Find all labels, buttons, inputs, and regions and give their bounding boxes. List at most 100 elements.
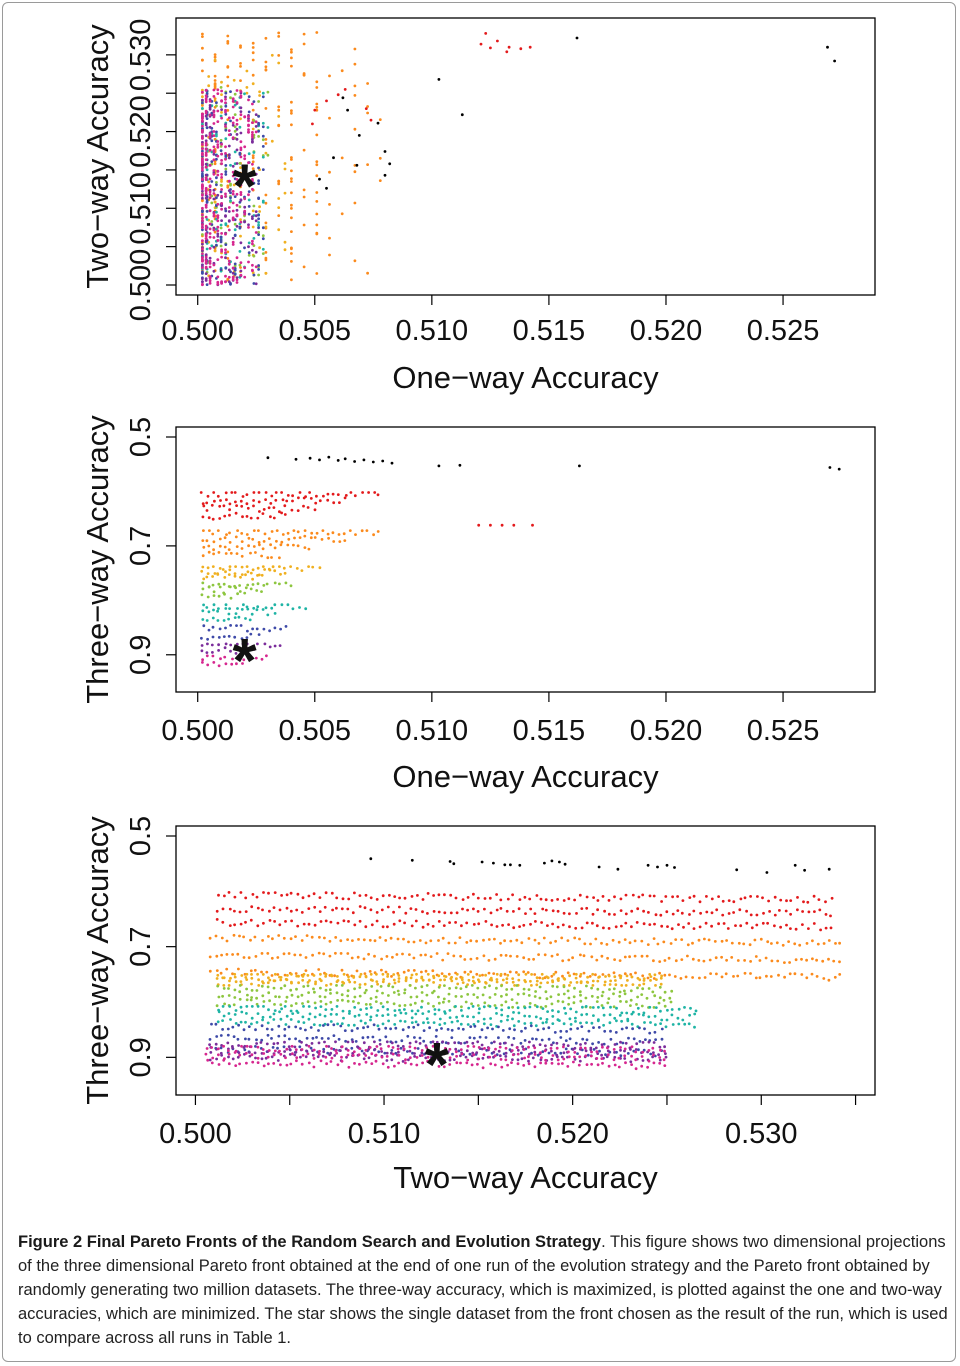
data-point xyxy=(435,1028,438,1032)
data-point xyxy=(305,1049,308,1053)
data-point xyxy=(204,237,208,240)
data-point xyxy=(410,1016,414,1020)
data-point xyxy=(665,863,669,867)
data-point xyxy=(495,908,499,912)
data-point xyxy=(597,1041,600,1044)
data-point xyxy=(318,1049,321,1053)
data-point xyxy=(688,913,691,916)
data-point xyxy=(324,919,328,923)
data-point xyxy=(391,955,394,959)
data-point xyxy=(201,239,204,243)
data-point xyxy=(375,980,379,983)
data-point xyxy=(229,282,232,286)
data-point xyxy=(412,1025,416,1029)
data-point xyxy=(299,1027,302,1030)
data-point xyxy=(512,910,515,913)
data-point xyxy=(240,540,244,543)
data-point xyxy=(223,894,226,898)
data-point xyxy=(201,124,204,128)
data-point xyxy=(748,943,752,947)
data-point xyxy=(459,1022,463,1026)
data-point xyxy=(476,896,480,900)
data-point xyxy=(556,953,559,956)
data-point xyxy=(239,891,243,894)
data-point xyxy=(399,1011,403,1015)
data-point xyxy=(785,899,788,903)
data-point xyxy=(597,976,600,979)
data-point xyxy=(390,461,394,465)
data-point xyxy=(523,1039,527,1042)
data-point xyxy=(245,515,249,518)
data-point xyxy=(465,941,469,944)
data-point xyxy=(634,1067,638,1071)
data-point xyxy=(382,978,385,981)
data-point xyxy=(238,584,242,587)
data-point xyxy=(425,1046,428,1049)
data-point xyxy=(336,921,340,925)
data-point xyxy=(224,152,227,155)
data-point xyxy=(491,1027,494,1031)
data-point xyxy=(628,955,631,959)
data-point xyxy=(204,139,208,143)
data-point xyxy=(551,909,555,913)
data-point xyxy=(550,974,554,978)
data-point xyxy=(641,1041,645,1044)
data-point xyxy=(362,1057,366,1061)
data-point xyxy=(205,539,209,543)
data-point xyxy=(480,1043,484,1047)
data-point xyxy=(330,974,334,978)
plot-box xyxy=(175,825,876,1096)
data-point xyxy=(805,976,809,980)
data-point xyxy=(381,991,384,995)
data-point xyxy=(336,93,340,97)
data-point xyxy=(254,955,258,958)
data-point xyxy=(592,896,595,899)
data-point xyxy=(247,98,250,102)
data-point xyxy=(660,924,664,928)
data-point xyxy=(588,975,592,978)
data-point xyxy=(558,860,561,864)
data-point xyxy=(708,958,712,962)
data-point xyxy=(433,1012,437,1016)
data-point xyxy=(201,174,204,178)
data-point xyxy=(369,896,373,900)
data-point xyxy=(437,1001,441,1005)
data-point xyxy=(550,1049,553,1053)
data-point xyxy=(231,216,235,220)
data-point xyxy=(664,1052,667,1055)
data-point xyxy=(653,1014,657,1018)
data-point xyxy=(239,155,243,159)
data-point xyxy=(550,899,554,902)
data-point xyxy=(272,1062,276,1065)
data-point xyxy=(332,156,335,160)
data-point xyxy=(520,1057,524,1061)
data-point xyxy=(228,568,232,572)
data-point xyxy=(534,920,537,923)
data-point xyxy=(220,194,224,198)
data-point xyxy=(355,163,359,167)
data-point xyxy=(257,633,261,636)
data-point xyxy=(207,550,211,554)
data-point xyxy=(369,908,373,912)
data-point xyxy=(543,861,546,865)
data-point xyxy=(463,958,467,961)
data-point xyxy=(518,863,522,867)
data-point xyxy=(707,938,711,942)
data-point xyxy=(370,985,374,988)
data-point xyxy=(490,978,493,982)
data-point xyxy=(201,88,204,92)
data-point xyxy=(229,976,232,980)
data-point xyxy=(403,921,406,925)
data-point xyxy=(602,1023,605,1027)
data-point xyxy=(625,1026,628,1030)
data-point xyxy=(506,1014,510,1018)
data-point xyxy=(630,1045,634,1049)
data-point xyxy=(260,657,264,661)
data-point xyxy=(671,895,674,899)
data-point xyxy=(238,205,242,209)
data-point xyxy=(239,166,242,170)
data-point xyxy=(607,974,611,978)
data-point xyxy=(518,925,521,928)
data-point xyxy=(421,925,425,929)
data-point xyxy=(347,1065,351,1069)
